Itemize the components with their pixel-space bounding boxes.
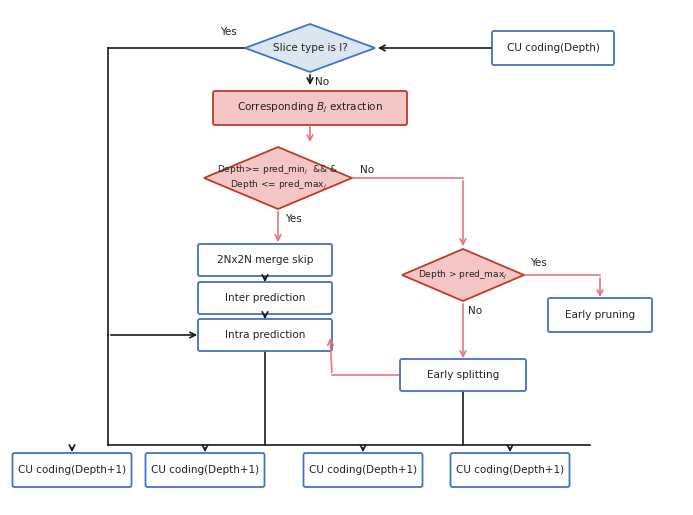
Text: Early pruning: Early pruning	[565, 310, 635, 320]
FancyBboxPatch shape	[304, 453, 423, 487]
Polygon shape	[402, 249, 524, 301]
Text: Yes: Yes	[220, 27, 237, 37]
Text: Depth > pred_max$_j$: Depth > pred_max$_j$	[419, 268, 508, 282]
Polygon shape	[245, 24, 375, 72]
Text: Early splitting: Early splitting	[427, 370, 499, 380]
Text: CU coding(Depth+1): CU coding(Depth+1)	[18, 465, 126, 475]
Text: Slice type is I?: Slice type is I?	[272, 43, 347, 53]
FancyBboxPatch shape	[198, 244, 332, 276]
Text: CU coding(Depth): CU coding(Depth)	[507, 43, 599, 53]
Text: CU coding(Depth+1): CU coding(Depth+1)	[151, 465, 259, 475]
Text: Yes: Yes	[529, 258, 546, 268]
Text: 2Nx2N merge skip: 2Nx2N merge skip	[217, 255, 313, 265]
Text: No: No	[360, 165, 374, 175]
Text: Yes: Yes	[285, 214, 301, 224]
Text: Depth>= pred_min$_j$  && &
Depth <= pred_max$_j$: Depth>= pred_min$_j$ && & Depth <= pred_…	[218, 164, 338, 192]
Text: No: No	[315, 77, 329, 87]
Polygon shape	[204, 147, 352, 209]
Text: Corresponding $B_j$ extraction: Corresponding $B_j$ extraction	[237, 101, 383, 115]
FancyBboxPatch shape	[146, 453, 265, 487]
Text: No: No	[468, 306, 482, 316]
Text: Intra prediction: Intra prediction	[225, 330, 305, 340]
Text: CU coding(Depth+1): CU coding(Depth+1)	[309, 465, 417, 475]
FancyBboxPatch shape	[198, 319, 332, 351]
FancyBboxPatch shape	[492, 31, 614, 65]
Text: Inter prediction: Inter prediction	[225, 293, 305, 303]
FancyBboxPatch shape	[198, 282, 332, 314]
FancyBboxPatch shape	[213, 91, 407, 125]
FancyBboxPatch shape	[12, 453, 132, 487]
FancyBboxPatch shape	[400, 359, 526, 391]
FancyBboxPatch shape	[548, 298, 652, 332]
Text: CU coding(Depth+1): CU coding(Depth+1)	[456, 465, 564, 475]
FancyBboxPatch shape	[450, 453, 570, 487]
